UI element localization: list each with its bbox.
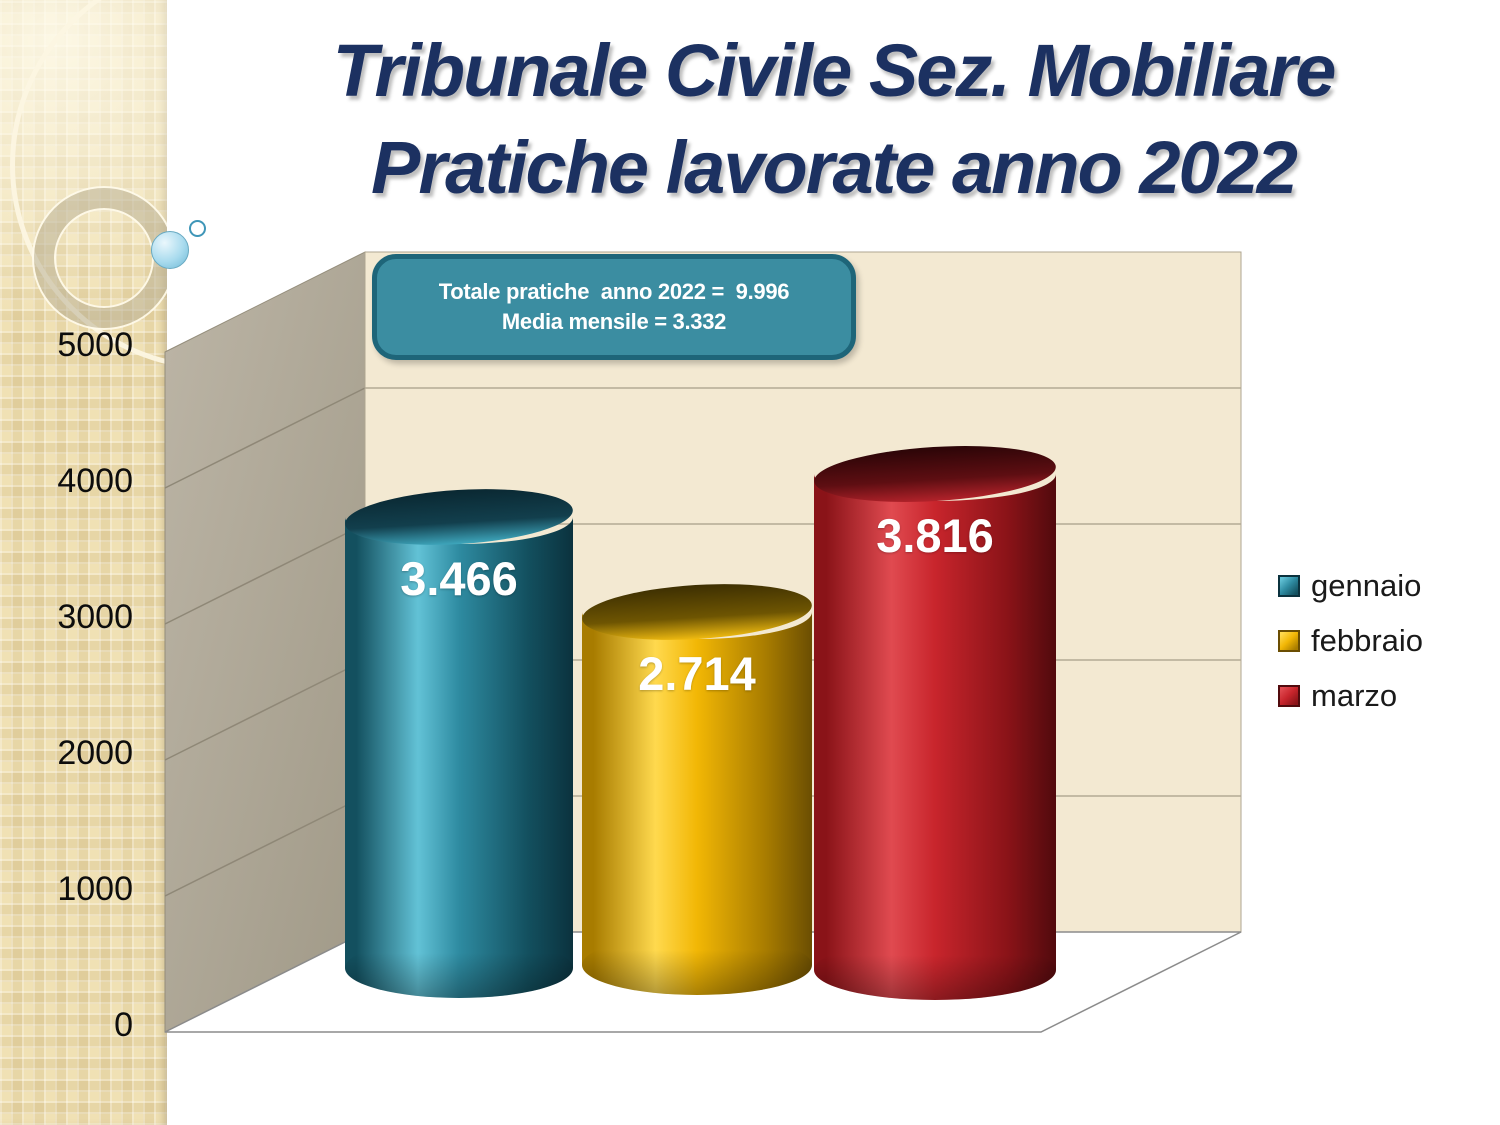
- decorative-small-circle: [189, 220, 206, 237]
- slide-title-line1: Tribunale Civile Sez. Mobiliare: [332, 29, 1337, 112]
- slide-title-line2: Pratiche lavorate anno 2022: [371, 126, 1298, 209]
- cylinder-gennaio: [345, 489, 573, 998]
- total-callout: Totale pratiche anno 2022 = 9.996 Media …: [372, 254, 856, 360]
- y-tick-1000: 1000: [57, 870, 133, 908]
- legend-swatch-febbraio: [1278, 629, 1300, 652]
- sidebar-decoration: [0, 0, 167, 1125]
- cylinder-top-gennaio: [345, 489, 573, 545]
- y-tick-4000: 4000: [57, 462, 133, 500]
- value-label-marzo: 3.816: [876, 509, 994, 562]
- legend-label-marzo: marzo: [1311, 678, 1398, 713]
- legend-item-marzo: marzo: [1278, 668, 1423, 723]
- cylinder-marzo: [814, 446, 1056, 1000]
- cylinder-group: [345, 446, 1056, 1000]
- cylinder-top-febbraio: [582, 584, 812, 640]
- y-tick-3000: 3000: [57, 598, 133, 636]
- cylinder-febbraio: [582, 584, 812, 995]
- value-label-febbraio: 2.714: [638, 647, 756, 700]
- legend-label-gennaio: gennaio: [1311, 568, 1422, 603]
- cylinder-top-marzo: [814, 446, 1056, 502]
- callout-total-line: Totale pratiche anno 2022 = 9.996: [438, 279, 790, 304]
- chart-legend: gennaio febbraio marzo: [1278, 558, 1423, 723]
- legend-swatch-marzo: [1278, 684, 1300, 707]
- y-tick-5000: 5000: [57, 326, 133, 364]
- decorative-blue-dot: [151, 231, 189, 269]
- value-label-gennaio: 3.466: [400, 552, 518, 605]
- legend-swatch-gennaio: [1278, 574, 1300, 597]
- y-tick-0: 0: [114, 1006, 133, 1044]
- legend-item-febbraio: febbraio: [1278, 613, 1423, 668]
- legend-item-gennaio: gennaio: [1278, 558, 1423, 613]
- left-wall-gridlines: [164, 387, 366, 897]
- slide-title: Tribunale Civile Sez. Mobiliare Pratiche…: [167, 22, 1500, 216]
- legend-label-febbraio: febbraio: [1311, 623, 1424, 658]
- y-tick-2000: 2000: [57, 734, 133, 772]
- chart-left-wall: [164, 251, 366, 1033]
- callout-average-line: Media mensile = 3.332: [501, 309, 727, 334]
